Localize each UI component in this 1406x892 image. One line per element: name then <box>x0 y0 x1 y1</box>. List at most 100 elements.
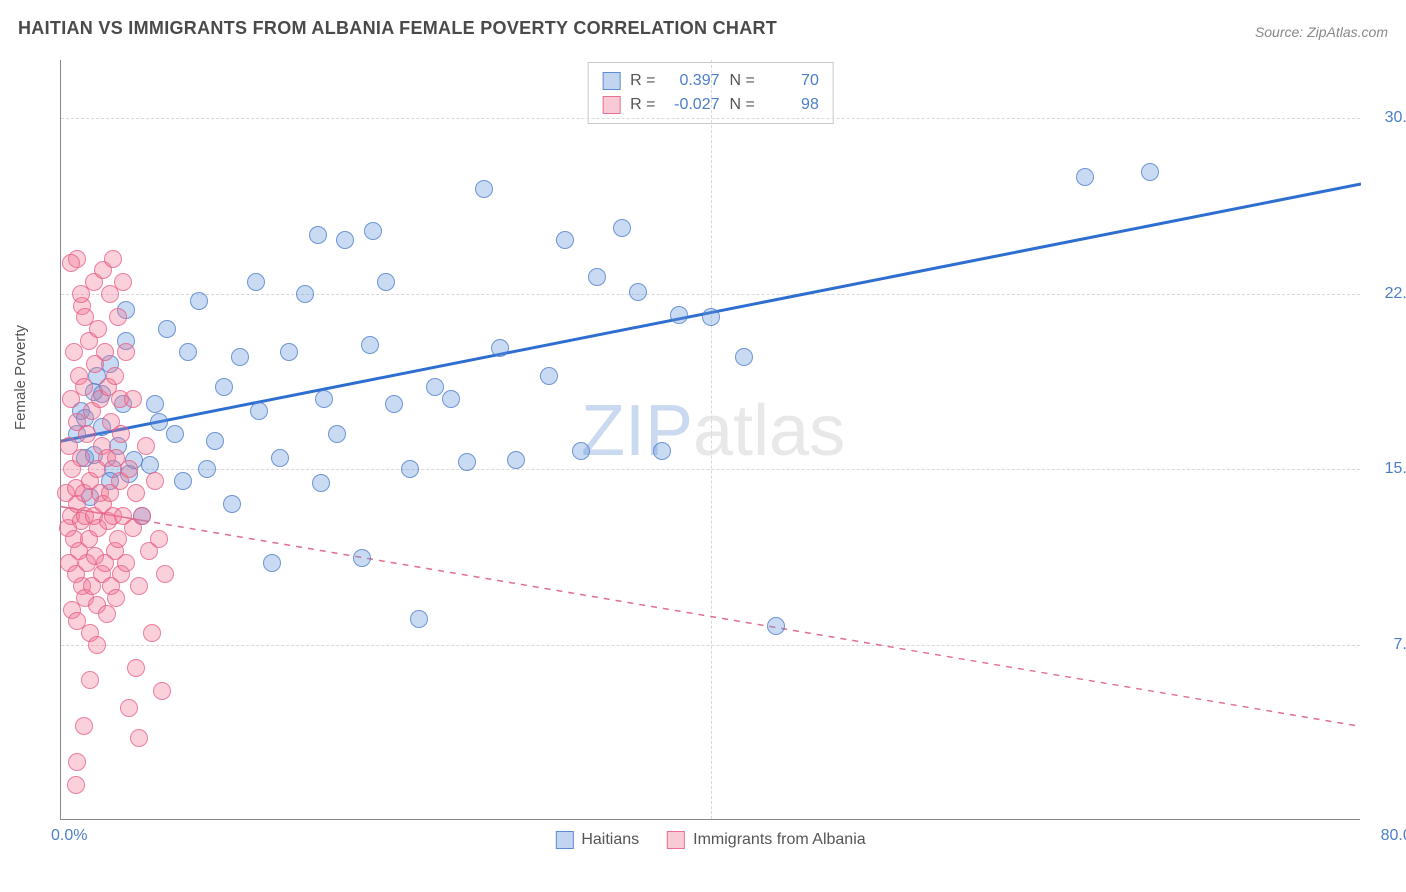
data-point-haitians <box>146 395 164 413</box>
r-label: R = <box>630 93 655 117</box>
y-tick-label: 7.5% <box>1370 636 1406 654</box>
swatch-albania <box>667 831 685 849</box>
data-point-haitians <box>475 180 493 198</box>
data-point-haitians <box>296 285 314 303</box>
legend-label-albania: Immigrants from Albania <box>693 831 866 849</box>
data-point-haitians <box>263 554 281 572</box>
data-point-albania <box>127 484 145 502</box>
data-point-albania <box>146 472 164 490</box>
watermark: ZIPatlas <box>581 390 845 472</box>
data-point-haitians <box>1076 168 1094 186</box>
data-point-haitians <box>588 268 606 286</box>
data-point-albania <box>88 636 106 654</box>
data-point-albania <box>117 554 135 572</box>
data-point-haitians <box>377 273 395 291</box>
y-tick-label: 22.5% <box>1370 285 1406 303</box>
data-point-haitians <box>231 348 249 366</box>
data-point-haitians <box>613 219 631 237</box>
data-point-albania <box>107 589 125 607</box>
series-legend: Haitians Immigrants from Albania <box>555 831 865 849</box>
data-point-albania <box>133 507 151 525</box>
chart-title: HAITIAN VS IMMIGRANTS FROM ALBANIA FEMAL… <box>18 18 777 39</box>
data-point-haitians <box>158 320 176 338</box>
data-point-haitians <box>653 442 671 460</box>
data-point-haitians <box>540 367 558 385</box>
data-point-albania <box>109 530 127 548</box>
data-point-albania <box>72 285 90 303</box>
data-point-haitians <box>410 610 428 628</box>
data-point-haitians <box>629 283 647 301</box>
data-point-albania <box>120 460 138 478</box>
data-point-albania <box>81 671 99 689</box>
data-point-haitians <box>150 413 168 431</box>
data-point-haitians <box>361 336 379 354</box>
x-tick-right: 80.0% <box>1381 827 1406 845</box>
plot-area: ZIPatlas R = 0.397 N = 70 R = -0.027 N =… <box>60 60 1360 820</box>
data-point-albania <box>96 343 114 361</box>
data-point-haitians <box>312 474 330 492</box>
source-attribution: Source: ZipAtlas.com <box>1255 24 1388 40</box>
data-point-albania <box>72 449 90 467</box>
data-point-haitians <box>247 273 265 291</box>
data-point-albania <box>153 682 171 700</box>
data-point-haitians <box>442 390 460 408</box>
data-point-albania <box>137 437 155 455</box>
data-point-haitians <box>491 339 509 357</box>
data-point-haitians <box>190 292 208 310</box>
data-point-haitians <box>556 231 574 249</box>
data-point-haitians <box>353 549 371 567</box>
data-point-haitians <box>280 343 298 361</box>
data-point-haitians <box>250 402 268 420</box>
data-point-albania <box>75 378 93 396</box>
legend-label-haitians: Haitians <box>581 831 639 849</box>
data-point-albania <box>98 605 116 623</box>
data-point-haitians <box>315 390 333 408</box>
swatch-haitians <box>602 72 620 90</box>
data-point-haitians <box>426 378 444 396</box>
y-axis-label: Female Poverty <box>12 325 29 430</box>
n-label: N = <box>730 93 755 117</box>
x-tick-left: 0.0% <box>51 827 87 845</box>
data-point-haitians <box>166 425 184 443</box>
n-value-haitians: 70 <box>765 69 819 93</box>
y-tick-label: 15.0% <box>1370 460 1406 478</box>
data-point-albania <box>75 717 93 735</box>
data-point-albania <box>89 320 107 338</box>
data-point-albania <box>67 776 85 794</box>
data-point-albania <box>124 390 142 408</box>
data-point-albania <box>62 254 80 272</box>
data-point-albania <box>150 530 168 548</box>
data-point-haitians <box>385 395 403 413</box>
data-point-albania <box>65 343 83 361</box>
data-point-haitians <box>458 453 476 471</box>
data-point-haitians <box>507 451 525 469</box>
data-point-haitians <box>271 449 289 467</box>
legend-item-haitians: Haitians <box>555 831 639 849</box>
data-point-albania <box>130 577 148 595</box>
data-point-haitians <box>223 495 241 513</box>
data-point-albania <box>143 624 161 642</box>
data-point-haitians <box>735 348 753 366</box>
data-point-haitians <box>401 460 419 478</box>
data-point-haitians <box>141 456 159 474</box>
data-point-albania <box>117 343 135 361</box>
data-point-haitians <box>215 378 233 396</box>
data-point-albania <box>112 425 130 443</box>
data-point-haitians <box>174 472 192 490</box>
data-point-haitians <box>670 306 688 324</box>
data-point-haitians <box>364 222 382 240</box>
trend-line-albania-dashed <box>142 520 1361 726</box>
r-label: R = <box>630 69 655 93</box>
data-point-haitians <box>198 460 216 478</box>
data-point-albania <box>68 753 86 771</box>
data-point-albania <box>156 565 174 583</box>
y-tick-label: 30.0% <box>1370 109 1406 127</box>
data-point-albania <box>114 273 132 291</box>
swatch-albania <box>602 96 620 114</box>
data-point-albania <box>127 659 145 677</box>
data-point-haitians <box>1141 163 1159 181</box>
n-value-albania: 98 <box>765 93 819 117</box>
n-label: N = <box>730 69 755 93</box>
data-point-haitians <box>702 308 720 326</box>
data-point-albania <box>106 367 124 385</box>
